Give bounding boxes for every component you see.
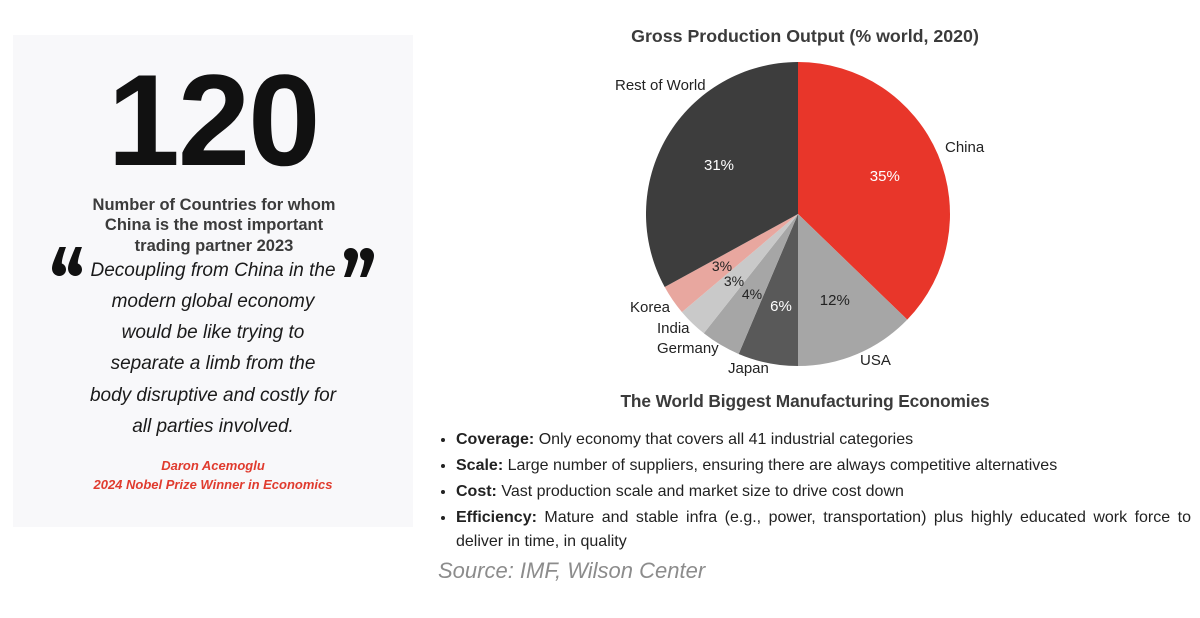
svg-text:China: China [945,139,985,156]
svg-text:India: India [657,320,690,337]
svg-text:Japan: Japan [728,360,769,377]
svg-text:4%: 4% [742,286,762,302]
svg-text:6%: 6% [770,298,792,315]
svg-text:Germany: Germany [657,340,719,357]
svg-text:3%: 3% [724,273,744,289]
svg-text:Rest of World: Rest of World [615,77,706,94]
svg-text:3%: 3% [712,258,732,274]
svg-text:31%: 31% [704,157,734,174]
svg-text:USA: USA [860,352,891,369]
svg-text:35%: 35% [870,168,900,185]
svg-text:12%: 12% [820,292,850,309]
svg-text:Korea: Korea [630,299,671,316]
